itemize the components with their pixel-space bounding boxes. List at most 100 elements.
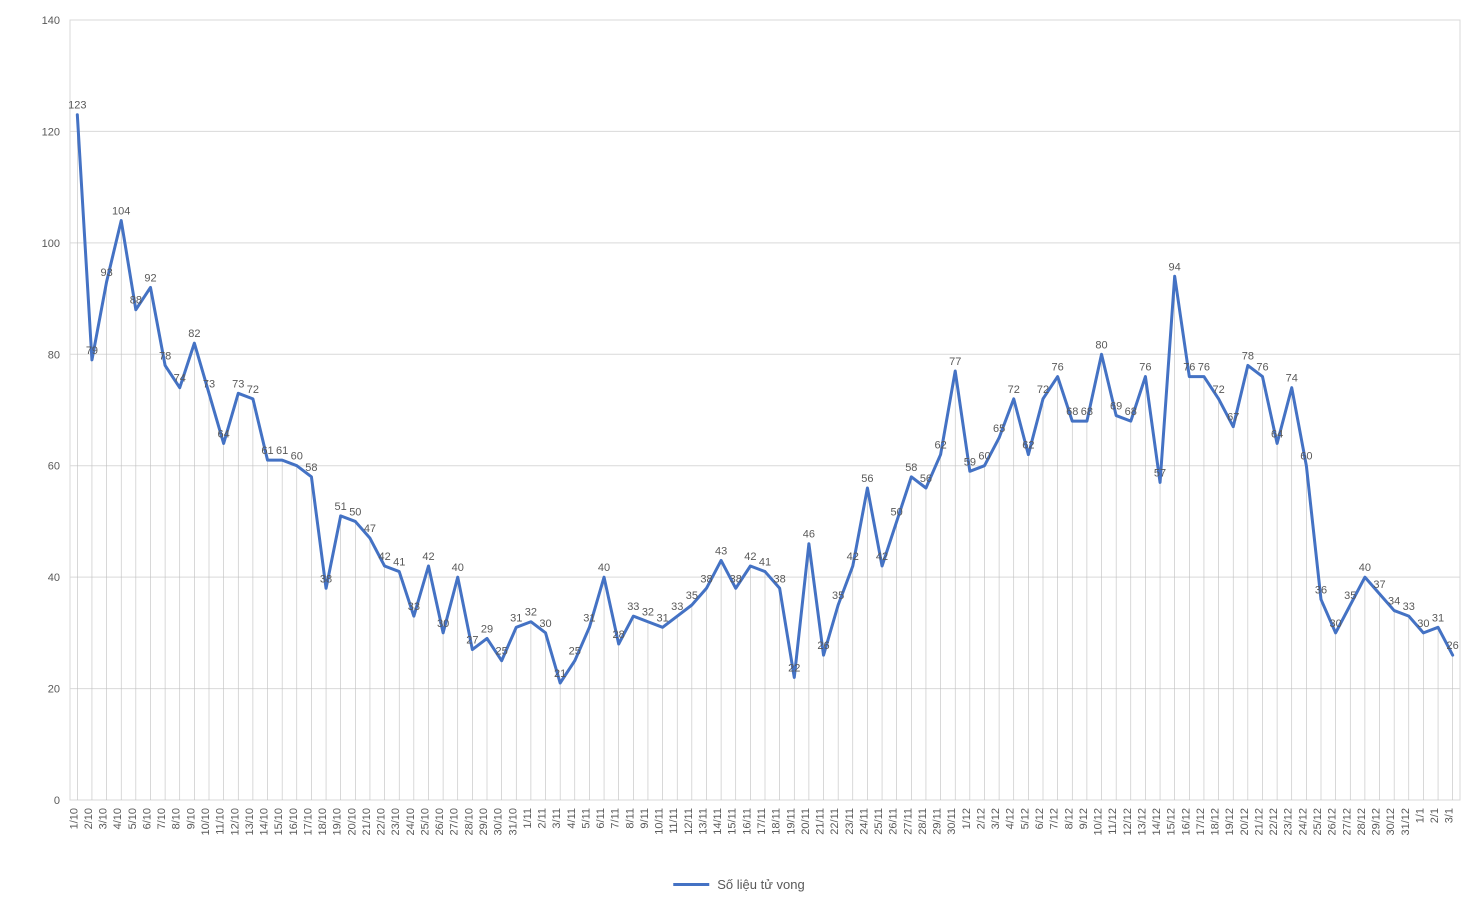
svg-text:104: 104 [112,206,130,218]
svg-text:28/12: 28/12 [1356,808,1368,836]
svg-text:31: 31 [583,612,595,624]
svg-text:62: 62 [934,440,946,452]
svg-text:50: 50 [891,506,903,518]
svg-text:30/10: 30/10 [493,808,505,836]
svg-text:23/12: 23/12 [1283,808,1295,836]
svg-text:24/12: 24/12 [1297,808,1309,836]
svg-text:35: 35 [832,590,844,602]
svg-text:13/11: 13/11 [697,808,709,835]
svg-text:57: 57 [1154,467,1166,479]
svg-text:7/12: 7/12 [1049,808,1061,829]
svg-text:15/10: 15/10 [273,808,285,836]
svg-text:60: 60 [1300,451,1312,463]
svg-text:27/12: 27/12 [1341,808,1353,836]
svg-text:6/12: 6/12 [1034,808,1046,829]
svg-text:25/12: 25/12 [1312,808,1324,836]
svg-text:12/11: 12/11 [683,808,695,835]
svg-text:8/11: 8/11 [624,808,636,829]
svg-text:19/12: 19/12 [1224,808,1236,836]
svg-text:20: 20 [48,684,60,696]
svg-text:93: 93 [100,267,112,279]
line-chart-svg: 0204060801001201401237993104889278748273… [0,0,1478,904]
svg-text:61: 61 [276,445,288,457]
svg-text:31: 31 [510,612,522,624]
svg-text:61: 61 [261,445,273,457]
svg-text:31/10: 31/10 [507,808,519,836]
svg-text:1/1: 1/1 [1414,808,1426,823]
svg-text:32: 32 [525,607,537,619]
svg-text:60: 60 [978,451,990,463]
svg-text:73: 73 [232,378,244,390]
svg-text:26/11: 26/11 [888,808,900,835]
svg-text:35: 35 [1344,590,1356,602]
svg-text:7/10: 7/10 [156,808,168,829]
svg-text:72: 72 [1008,384,1020,396]
svg-text:14/11: 14/11 [712,808,724,835]
svg-text:40: 40 [1359,562,1371,574]
svg-text:21/12: 21/12 [1253,808,1265,836]
svg-text:5/10: 5/10 [127,808,139,829]
svg-text:33: 33 [671,601,683,613]
svg-text:28/10: 28/10 [463,808,475,836]
svg-text:21/11: 21/11 [815,808,827,835]
svg-text:26/12: 26/12 [1327,808,1339,836]
svg-text:27/10: 27/10 [449,808,461,836]
svg-text:34: 34 [1388,596,1400,608]
svg-text:65: 65 [993,423,1005,435]
svg-text:30: 30 [437,618,449,630]
svg-text:51: 51 [335,501,347,513]
svg-text:43: 43 [715,545,727,557]
svg-text:27/11: 27/11 [902,808,914,835]
svg-text:2/11: 2/11 [537,808,549,829]
svg-text:16/11: 16/11 [741,808,753,835]
svg-text:22: 22 [788,662,800,674]
svg-text:5/12: 5/12 [1019,808,1031,829]
svg-text:69: 69 [1110,401,1122,413]
svg-text:33: 33 [1403,601,1415,613]
svg-text:42: 42 [847,551,859,563]
svg-text:7/11: 7/11 [610,808,622,829]
svg-text:24/11: 24/11 [858,808,870,835]
svg-text:38: 38 [320,573,332,585]
svg-text:40: 40 [452,562,464,574]
svg-text:24/10: 24/10 [405,808,417,836]
svg-text:80: 80 [1095,339,1107,351]
svg-text:77: 77 [949,356,961,368]
svg-text:42: 42 [744,551,756,563]
chart-legend: Số liệu tử vong [673,877,804,892]
svg-text:38: 38 [700,573,712,585]
svg-text:33: 33 [627,601,639,613]
svg-text:10/12: 10/12 [1093,808,1105,836]
svg-text:74: 74 [1286,373,1298,385]
svg-text:20/10: 20/10 [346,808,358,836]
svg-text:4/10: 4/10 [112,808,124,829]
svg-text:29/11: 29/11 [932,808,944,835]
svg-text:76: 76 [1139,362,1151,374]
svg-text:100: 100 [42,238,60,250]
svg-text:22/11: 22/11 [829,808,841,835]
svg-text:32: 32 [642,607,654,619]
svg-text:94: 94 [1169,261,1181,273]
svg-text:79: 79 [86,345,98,357]
svg-text:5/11: 5/11 [580,808,592,829]
svg-text:14/12: 14/12 [1151,808,1163,836]
svg-text:25: 25 [569,646,581,658]
svg-text:73: 73 [203,378,215,390]
svg-text:15/12: 15/12 [1166,808,1178,836]
svg-text:38: 38 [730,573,742,585]
svg-text:33: 33 [408,601,420,613]
svg-text:10/10: 10/10 [200,808,212,836]
svg-text:3/11: 3/11 [551,808,563,829]
svg-text:72: 72 [1037,384,1049,396]
svg-text:8/12: 8/12 [1063,808,1075,829]
svg-text:16/10: 16/10 [288,808,300,836]
svg-text:38: 38 [774,573,786,585]
svg-text:60: 60 [291,451,303,463]
svg-text:14/10: 14/10 [259,808,271,836]
svg-text:40: 40 [598,562,610,574]
svg-text:17/12: 17/12 [1195,808,1207,836]
svg-text:76: 76 [1256,362,1268,374]
svg-text:58: 58 [305,462,317,474]
legend-label: Số liệu tử vong [717,877,804,892]
svg-text:26: 26 [1447,640,1459,652]
